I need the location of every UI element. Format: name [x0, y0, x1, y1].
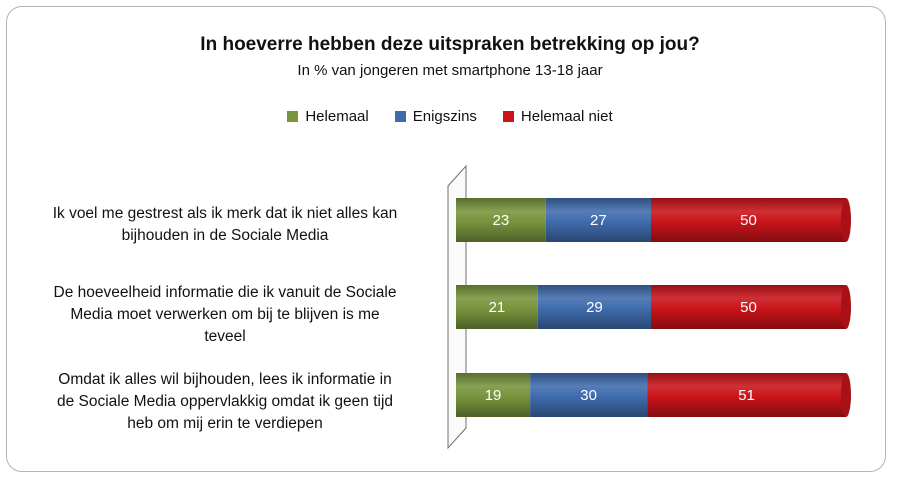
- bar-enigszins-2: [537, 285, 651, 329]
- legend-item-enigszins: Enigszins: [394, 108, 477, 125]
- legend: Helemaal Enigszins Helemaal niet: [0, 108, 900, 125]
- data-label-helemaal-niet-2: 50: [740, 299, 757, 316]
- bars-group: 23 27 50 21 29 50 19 30 51: [456, 198, 851, 417]
- bar-end-cap-1: [841, 198, 851, 242]
- category-label-2: De hoeveelheid informatie die ik vanuit …: [10, 282, 440, 348]
- bar-end-cap-3: [841, 373, 851, 417]
- category-label-2-line-2: Media moet verwerken om bij te blijven i…: [70, 306, 380, 323]
- legend-label-enigszins: Enigszins: [412, 108, 477, 125]
- bar-helemaal-niet-3: [647, 373, 846, 417]
- bar-enigszins-1: [545, 198, 651, 242]
- bar-helemaal-3: [456, 373, 531, 417]
- data-label-helemaal-niet-1: 50: [740, 212, 757, 229]
- bar-helemaal-2: [456, 285, 538, 329]
- data-label-helemaal-niet-3: 51: [738, 387, 755, 404]
- bar-helemaal-1: [456, 198, 546, 242]
- bar-helemaal-niet-1: [651, 198, 846, 242]
- category-label-1: Ik voel me gestrest als ik merk dat ik n…: [10, 203, 440, 247]
- data-label-enigszins-2: 29: [586, 299, 603, 316]
- category-label-3-line-1: Omdat ik alles wil bijhouden, lees ik in…: [58, 371, 392, 388]
- data-label-enigszins-1: 27: [590, 212, 607, 229]
- category-label-3: Omdat ik alles wil bijhouden, lees ik in…: [10, 369, 440, 435]
- legend-item-helemaal-niet: Helemaal niet: [502, 108, 613, 125]
- legend-swatch-helemaal: [287, 111, 299, 122]
- legend-swatch-helemaal-niet: [502, 111, 514, 122]
- legend-swatch-enigszins: [394, 111, 406, 122]
- category-label-3-line-2: de Sociale Media oppervlakkig omdat ik g…: [56, 393, 394, 410]
- category-label-2-line-3: teveel: [204, 328, 246, 345]
- category-label-3-line-3: heb om mij erin te verdiepen: [127, 415, 323, 432]
- bar-helemaal-niet-2: [651, 285, 846, 329]
- data-label-enigszins-3: 30: [580, 387, 597, 404]
- bar-end-cap-2: [841, 285, 851, 329]
- chart-title: In hoeverre hebben deze uitspraken betre…: [200, 34, 700, 55]
- category-label-2-line-1: De hoeveelheid informatie die ik vanuit …: [53, 284, 397, 301]
- legend-label-helemaal-niet: Helemaal niet: [520, 108, 613, 125]
- legend-item-helemaal: Helemaal: [287, 108, 369, 125]
- data-label-helemaal-1: 23: [493, 212, 510, 229]
- data-label-helemaal-3: 19: [485, 387, 502, 404]
- legend-label-helemaal: Helemaal: [305, 108, 369, 125]
- category-label-1-line-1: Ik voel me gestrest als ik merk dat ik n…: [52, 205, 398, 222]
- category-label-1-line-2: bijhouden in de Sociale Media: [121, 227, 329, 244]
- chart-subtitle: In % van jongeren met smartphone 13-18 j…: [297, 62, 603, 79]
- bar-enigszins-3: [530, 373, 648, 417]
- data-label-helemaal-2: 21: [489, 299, 506, 316]
